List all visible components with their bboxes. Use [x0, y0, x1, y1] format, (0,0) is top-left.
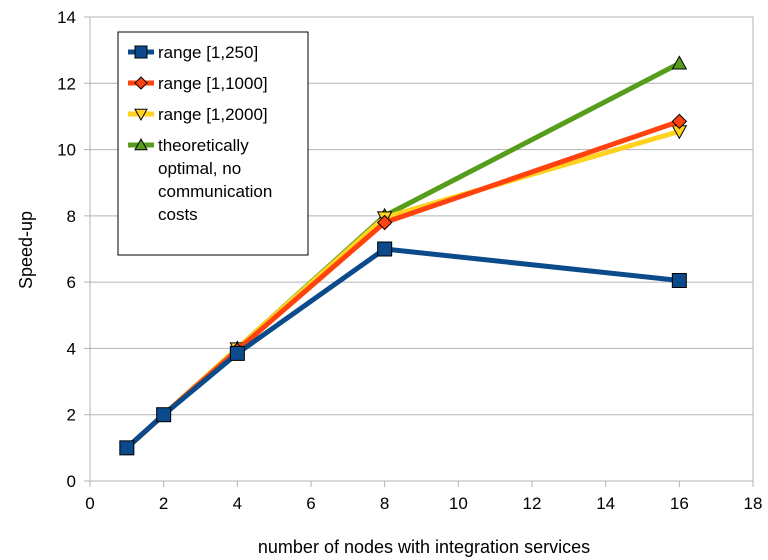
legend-item: range [1,250]	[128, 43, 258, 62]
y-tick-label: 12	[57, 74, 76, 93]
x-tick-label: 8	[380, 494, 389, 513]
x-tick-label: 12	[523, 494, 542, 513]
series-1	[119, 241, 687, 456]
square-marker	[134, 45, 148, 59]
axes	[84, 16, 754, 487]
legend-label: range [1,250]	[158, 43, 258, 62]
y-tick-label: 6	[67, 273, 76, 292]
y-tick-label: 0	[67, 472, 76, 491]
legend-label: theoretically	[158, 136, 249, 155]
x-tick-label: 0	[85, 494, 94, 513]
legend-item: theoretically optimal, no communication cos…	[128, 136, 272, 224]
series-group	[119, 55, 688, 456]
legend-label: optimal, no	[158, 159, 241, 178]
legend-label: costs	[158, 205, 198, 224]
legend-item: range [1,2000]	[128, 105, 268, 124]
tick-labels: 0 2 4 6 8 10 12 14 16 18 0 2 4 6 8 10 12 14	[57, 8, 762, 513]
triangle-up-marker	[671, 55, 688, 70]
legend-label: range [1,1000]	[158, 74, 268, 93]
x-axis-label: number of nodes with integration service…	[258, 537, 590, 557]
square-marker	[156, 407, 172, 423]
triangle-up-marker	[134, 137, 148, 151]
square-marker	[377, 241, 393, 257]
legend-label: range [1,2000]	[158, 105, 268, 124]
triangle-down-marker	[134, 108, 148, 122]
x-tick-label: 2	[159, 494, 168, 513]
legend: range [1,250] range [1,1000] range [1,2000…	[117, 31, 309, 256]
square-marker	[671, 272, 687, 288]
x-tick-label: 14	[596, 494, 615, 513]
legend-item: range [1,1000]	[128, 74, 268, 93]
y-tick-label: 14	[57, 8, 76, 27]
y-tick-label: 2	[67, 406, 76, 425]
plot-frame	[89, 16, 754, 482]
diamond-marker	[134, 76, 148, 90]
x-tick-label: 16	[670, 494, 689, 513]
x-tick-label: 6	[306, 494, 315, 513]
y-axis-label: Speed-up	[16, 211, 36, 289]
x-tick-label: 18	[744, 494, 763, 513]
y-tick-label: 4	[67, 339, 76, 358]
square-marker	[229, 345, 245, 361]
legend-label: communication	[158, 182, 272, 201]
diamond-marker	[671, 113, 688, 130]
y-tick-label: 8	[67, 207, 76, 226]
square-marker	[119, 440, 135, 456]
diamond-marker	[376, 214, 393, 231]
y-tick-label: 10	[57, 141, 76, 160]
x-tick-label: 10	[449, 494, 468, 513]
x-tick-label: 4	[233, 494, 242, 513]
